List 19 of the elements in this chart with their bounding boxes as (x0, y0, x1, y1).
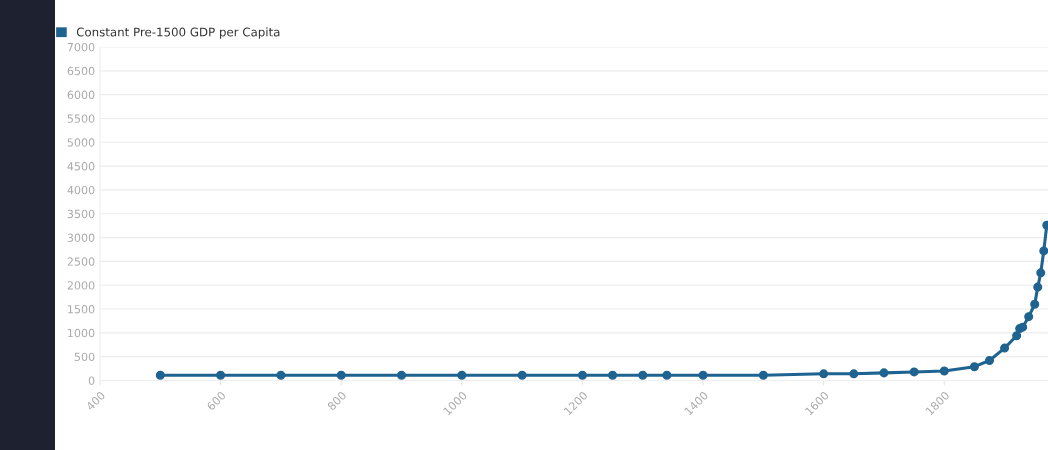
y-tick-label: 2000 (67, 281, 95, 290)
y-tick-label: 1000 (68, 328, 95, 338)
y-tick-label: 1500 (68, 305, 95, 314)
y-tick-label: 5500 (67, 114, 95, 123)
y-tick-label: 3500 (67, 209, 95, 219)
y-tick-label: 6000 (67, 90, 95, 100)
x-tick-label: 400 (85, 390, 106, 411)
legend-label: Constant Pre-1500 GDP per Capita (76, 27, 280, 39)
y-tick-label: 5000 (67, 138, 95, 147)
y-tick-label: 7000 (67, 42, 95, 52)
y-tick-label: 4000 (67, 185, 95, 195)
x-tick-label: 600 (206, 390, 227, 411)
x-tick-label: 800 (326, 390, 347, 411)
y-tick-label: 0 (88, 376, 95, 385)
y-tick-label: 500 (74, 352, 95, 362)
y-tick-label: 2500 (67, 257, 95, 266)
y-tick-label: 6500 (67, 66, 95, 76)
y-tick-label: 3000 (67, 233, 95, 242)
y-tick-label: 4500 (67, 162, 95, 171)
